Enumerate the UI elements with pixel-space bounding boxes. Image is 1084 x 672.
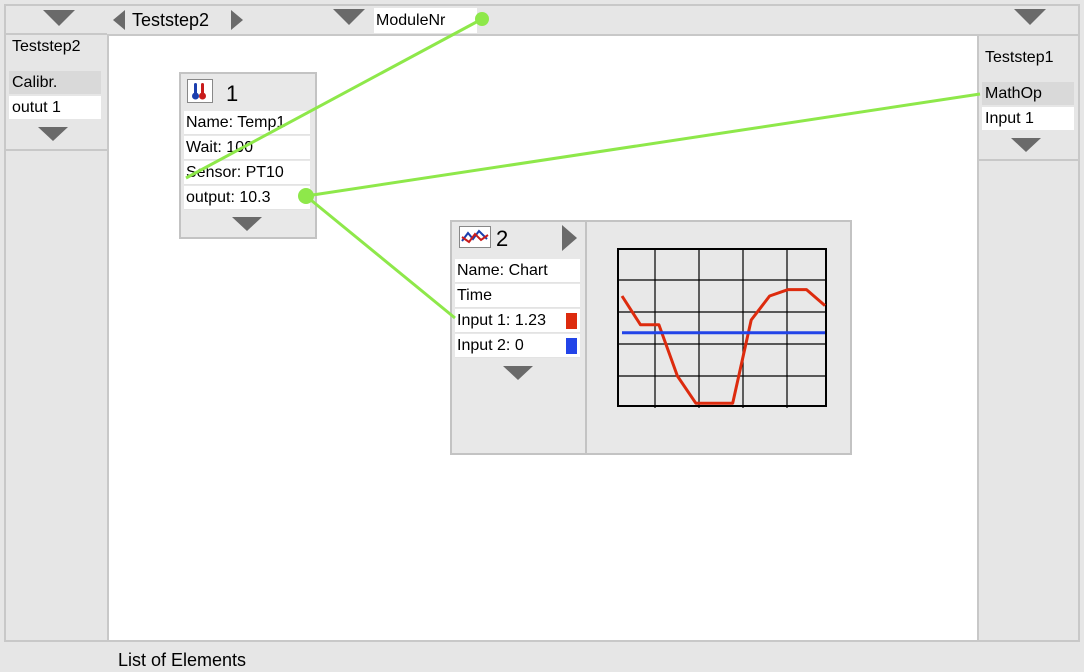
node-param-time[interactable]: Time bbox=[455, 284, 580, 308]
connection-wire bbox=[185, 17, 483, 180]
next-step-icon[interactable] bbox=[231, 10, 243, 30]
input1-color-swatch bbox=[566, 313, 577, 329]
right-panel-chevron-down-icon[interactable] bbox=[1011, 138, 1041, 152]
right-panel-header bbox=[979, 6, 1078, 36]
right-panel-item-mathop[interactable]: MathOp bbox=[982, 82, 1074, 105]
chart-series-input1 bbox=[620, 288, 826, 405]
node-number: 1 bbox=[226, 81, 239, 106]
input2-color-swatch bbox=[566, 338, 577, 354]
divider bbox=[6, 149, 107, 151]
left-panel-item-calibr[interactable]: Calibr. bbox=[9, 71, 101, 94]
chart-frame bbox=[617, 248, 827, 407]
node-input1[interactable]: Input 1: 1.23 bbox=[455, 309, 580, 333]
node-input2[interactable]: Input 2: 0 bbox=[455, 334, 580, 358]
node-output[interactable]: output: 10.3 bbox=[184, 186, 310, 210]
thermometer-icon bbox=[187, 79, 213, 103]
left-panel-title: Teststep2 bbox=[12, 38, 81, 55]
left-panel-chevron-down-icon[interactable] bbox=[38, 127, 68, 141]
list-of-elements-label[interactable]: List of Elements bbox=[118, 650, 247, 670]
connection-port bbox=[298, 188, 314, 204]
left-panel-scroll-up-icon[interactable] bbox=[43, 10, 75, 26]
top-bar bbox=[107, 4, 979, 36]
right-panel-item-input1[interactable]: Input 1 bbox=[982, 107, 1074, 130]
node-param-sensor[interactable]: Sensor: PT10 bbox=[184, 161, 310, 185]
node-chevron-down-icon[interactable] bbox=[232, 217, 262, 231]
right-panel-scroll-up-icon[interactable] bbox=[1014, 9, 1046, 25]
chart-icon bbox=[459, 226, 491, 248]
connection-port bbox=[475, 12, 489, 26]
divider bbox=[979, 159, 1078, 161]
node-number: 2 bbox=[496, 226, 509, 251]
left-panel-item-output[interactable]: outut 1 bbox=[9, 96, 101, 119]
step-label: Teststep2 bbox=[132, 10, 210, 30]
prev-step-icon[interactable] bbox=[113, 10, 125, 30]
node-chevron-down-icon[interactable] bbox=[503, 366, 533, 380]
line-chart bbox=[617, 248, 827, 408]
chart-expand-icon[interactable] bbox=[562, 225, 577, 251]
node-param-name[interactable]: Name: Chart bbox=[455, 259, 580, 283]
chart-grid bbox=[617, 248, 827, 408]
connection-wire bbox=[305, 92, 981, 198]
module-field[interactable]: ModuleNr bbox=[374, 8, 477, 33]
module-dropdown-icon[interactable] bbox=[333, 9, 365, 25]
connection-wire bbox=[305, 194, 456, 320]
node-chart-divider bbox=[585, 222, 587, 453]
right-panel-title: Teststep1 bbox=[985, 49, 1054, 66]
